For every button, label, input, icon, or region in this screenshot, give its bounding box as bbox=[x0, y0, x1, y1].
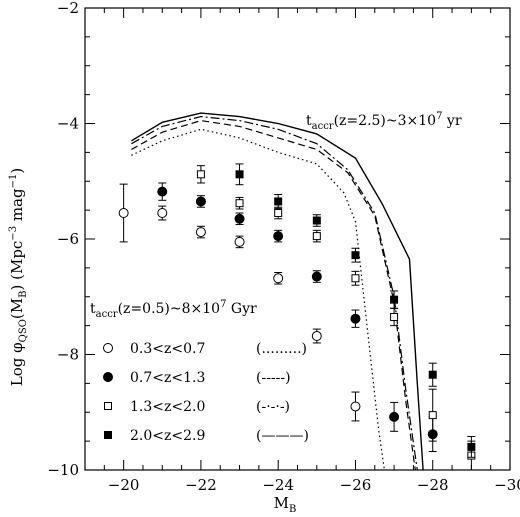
legend-label-3: 1.3<z<2.0 bbox=[130, 399, 205, 415]
model-curve-4 bbox=[131, 112, 424, 470]
x-axis-title-main: M bbox=[274, 494, 289, 512]
legend-label-2: 0.7<z<1.3 bbox=[130, 370, 205, 386]
x-axis-title-sub: B bbox=[289, 504, 296, 515]
y-tick-label: −10 bbox=[47, 461, 79, 479]
legend-style-2: (-----) bbox=[256, 370, 291, 386]
data-point-s2 bbox=[389, 411, 400, 422]
data-point-s4 bbox=[274, 197, 283, 206]
legend-marker-4 bbox=[104, 431, 112, 439]
data-point-s3 bbox=[351, 274, 360, 283]
annotation-high-z: taccr(z=2.5)~3×107 yr bbox=[306, 111, 462, 132]
data-point-s3 bbox=[196, 170, 205, 179]
data-point-s1 bbox=[118, 208, 129, 219]
axes-layer: −20 −22 −24 −26 −28 −30 −10 −8 −6 −4 −2 bbox=[47, 0, 520, 494]
data-point-s3 bbox=[235, 199, 244, 208]
data-point-s1 bbox=[195, 227, 206, 238]
data-points bbox=[118, 163, 476, 471]
model-curve-2 bbox=[131, 119, 416, 470]
legend-style-3: (-·-·-) bbox=[256, 399, 290, 415]
legend-marker-3 bbox=[104, 402, 112, 410]
x-tick-label: −24 bbox=[262, 476, 294, 494]
y-tick-label: −6 bbox=[57, 230, 79, 248]
y-tick-label: −8 bbox=[57, 346, 79, 364]
data-point-s2 bbox=[234, 213, 245, 224]
data-point-s1 bbox=[234, 236, 245, 247]
data-point-s1 bbox=[273, 273, 284, 284]
data-point-s1 bbox=[311, 331, 322, 342]
data-point-s3 bbox=[428, 411, 437, 420]
x-tick-label: −28 bbox=[417, 476, 449, 494]
data-point-s1 bbox=[157, 208, 168, 219]
data-point-s1 bbox=[350, 401, 361, 412]
data-point-s4 bbox=[390, 295, 399, 304]
data-point-s4 bbox=[428, 370, 437, 379]
legend-style-4: (———) bbox=[256, 428, 309, 444]
data-point-s3 bbox=[312, 232, 321, 241]
model-curve-1 bbox=[131, 128, 385, 470]
annotation-low-z: taccr(z=0.5)~8×107 Gyr bbox=[90, 299, 257, 320]
x-tick-label: −20 bbox=[108, 476, 140, 494]
data-point-s2 bbox=[311, 271, 322, 282]
x-tick-label: −22 bbox=[185, 476, 217, 494]
model-curve-3 bbox=[131, 115, 418, 470]
y-axis-title: Log φQSO(MB) (Mpc−3 mag−1) bbox=[8, 168, 29, 386]
legend-label-1: 0.3<z<0.7 bbox=[130, 341, 205, 357]
x-tick-label: −30 bbox=[494, 476, 520, 494]
x-tick-label: −26 bbox=[340, 476, 372, 494]
legend-style-1: (.........) bbox=[256, 341, 307, 357]
data-point-s2 bbox=[157, 186, 168, 197]
data-point-s2 bbox=[195, 196, 206, 207]
data-point-s2 bbox=[350, 313, 361, 324]
model-curves bbox=[131, 112, 424, 470]
data-point-s3 bbox=[390, 312, 399, 321]
y-tick-label: −4 bbox=[57, 115, 79, 133]
y-tick-label: −2 bbox=[57, 0, 79, 17]
legend-marker-1 bbox=[103, 343, 113, 353]
legend-marker-2 bbox=[103, 372, 113, 382]
data-point-s4 bbox=[467, 442, 476, 451]
x-axis-title: MB bbox=[274, 494, 297, 515]
data-point-s2 bbox=[273, 231, 284, 242]
data-point-s4 bbox=[312, 216, 321, 225]
data-point-s3 bbox=[274, 209, 283, 218]
legend: 0.3<z<0.7 (.........) 0.7<z<1.3 (-----) 1.3<… bbox=[103, 341, 309, 444]
data-point-s4 bbox=[351, 251, 360, 260]
legend-label-4: 2.0<z<2.9 bbox=[130, 428, 205, 444]
data-point-s4 bbox=[235, 170, 244, 179]
